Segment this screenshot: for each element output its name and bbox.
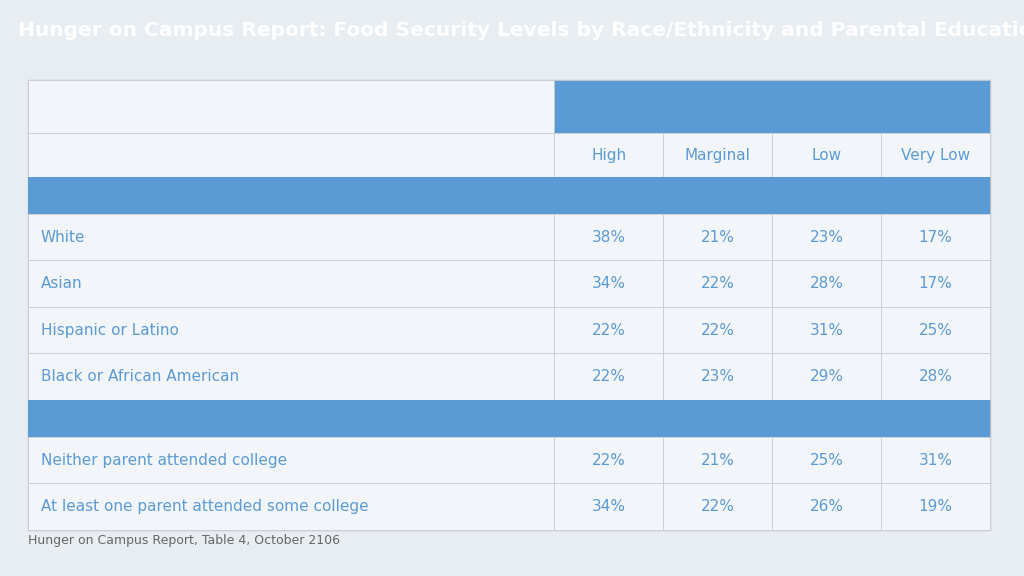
Bar [28, 400, 990, 437]
Bar [772, 354, 881, 400]
Bar [881, 437, 990, 483]
Text: 26%: 26% [810, 499, 844, 514]
Bar [664, 214, 772, 260]
Bar [554, 437, 664, 483]
Bar [664, 483, 772, 530]
Bar [554, 354, 664, 400]
Bar [664, 260, 772, 307]
Bar [881, 133, 990, 177]
Bar [28, 214, 554, 260]
Text: 28%: 28% [810, 276, 844, 291]
Text: 25%: 25% [919, 323, 952, 338]
Text: 17%: 17% [919, 230, 952, 245]
Text: High: High [591, 147, 627, 162]
Text: 22%: 22% [592, 369, 626, 384]
Bar [554, 214, 664, 260]
Text: Hunger on Campus Report, Table 4, October 2106: Hunger on Campus Report, Table 4, Octobe… [28, 534, 340, 547]
Text: 31%: 31% [810, 323, 844, 338]
Bar [28, 307, 554, 354]
Text: 22%: 22% [700, 323, 734, 338]
Bar [772, 307, 881, 354]
Text: Hunger on Campus Report: Food Security Levels by Race/Ethnicity and Parental Edu: Hunger on Campus Report: Food Security L… [18, 21, 1024, 40]
Text: 34%: 34% [592, 499, 626, 514]
Text: Asian: Asian [41, 276, 82, 291]
Bar [881, 214, 990, 260]
Text: 23%: 23% [810, 230, 844, 245]
Bar [881, 307, 990, 354]
Bar [772, 437, 881, 483]
Text: Neither parent attended college: Neither parent attended college [41, 453, 287, 468]
Bar [772, 260, 881, 307]
Bar [664, 437, 772, 483]
Text: 22%: 22% [700, 276, 734, 291]
Text: White: White [41, 230, 85, 245]
Text: 22%: 22% [592, 323, 626, 338]
Bar [554, 80, 990, 133]
Bar [28, 483, 554, 530]
Text: 38%: 38% [592, 230, 626, 245]
Bar [28, 260, 554, 307]
Text: 21%: 21% [700, 230, 734, 245]
Bar [772, 133, 881, 177]
Bar [554, 260, 664, 307]
Bar [28, 80, 554, 133]
Text: 22%: 22% [700, 499, 734, 514]
Text: 23%: 23% [700, 369, 734, 384]
Bar [664, 354, 772, 400]
Bar [554, 307, 664, 354]
Bar [664, 307, 772, 354]
Text: 28%: 28% [919, 369, 952, 384]
Text: 17%: 17% [919, 276, 952, 291]
Bar [28, 177, 990, 214]
Bar [881, 483, 990, 530]
Text: 25%: 25% [810, 453, 844, 468]
Text: Hispanic or Latino: Hispanic or Latino [41, 323, 178, 338]
Bar [881, 354, 990, 400]
Text: 22%: 22% [592, 453, 626, 468]
Text: At least one parent attended some college: At least one parent attended some colleg… [41, 499, 369, 514]
Bar [28, 133, 554, 177]
Text: 31%: 31% [919, 453, 952, 468]
Text: 34%: 34% [592, 276, 626, 291]
Bar [28, 437, 554, 483]
Text: 19%: 19% [919, 499, 952, 514]
Bar [28, 354, 554, 400]
Text: Marginal: Marginal [685, 147, 751, 162]
Text: Black or African American: Black or African American [41, 369, 239, 384]
Bar [554, 133, 664, 177]
Bar [881, 260, 990, 307]
Bar [554, 483, 664, 530]
Text: Very Low: Very Low [901, 147, 970, 162]
Bar [772, 483, 881, 530]
Bar [664, 133, 772, 177]
Text: Low: Low [811, 147, 842, 162]
Text: 21%: 21% [700, 453, 734, 468]
Bar [772, 214, 881, 260]
Text: 29%: 29% [810, 369, 844, 384]
